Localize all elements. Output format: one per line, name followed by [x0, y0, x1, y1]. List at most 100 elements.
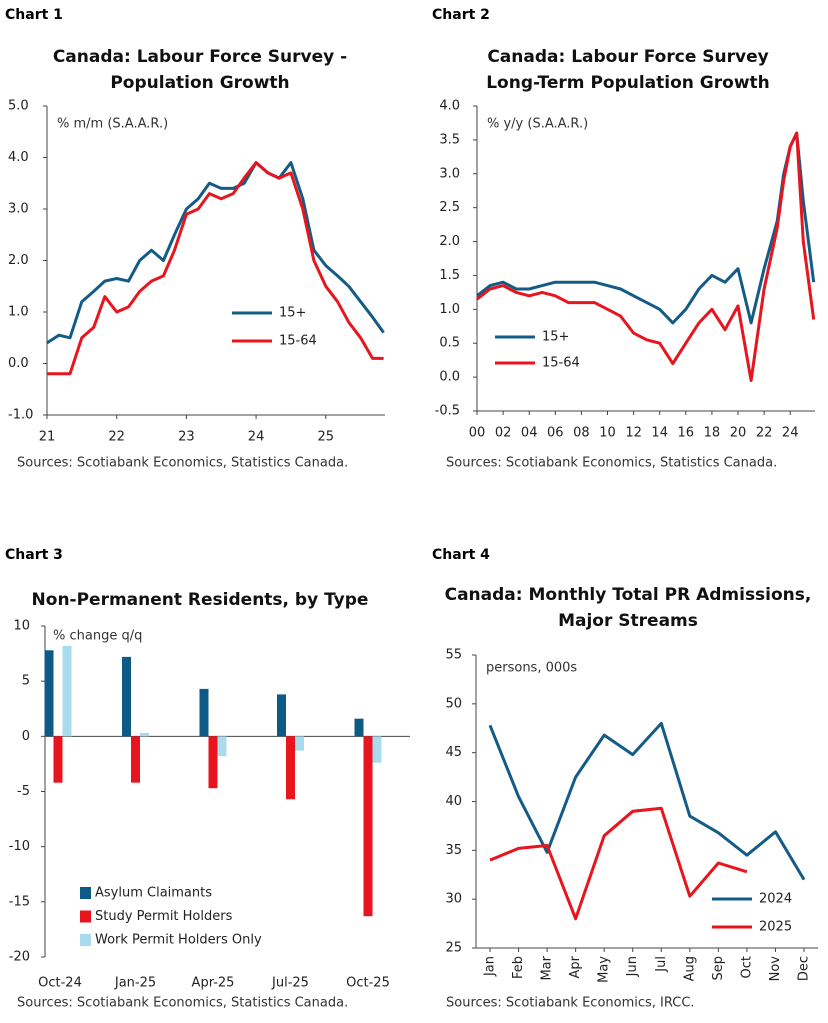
unit-label: % m/m (S.A.A.R.)	[57, 117, 168, 132]
x-tick-label: Jan	[483, 956, 498, 977]
chart-title: Major Streams	[558, 611, 698, 631]
y-tick-label: -10	[9, 839, 30, 854]
bar	[122, 656, 131, 737]
bar	[208, 736, 218, 789]
x-tick-label: 18	[704, 426, 721, 441]
source-note: Sources: Scotiabank Economics, Statistic…	[17, 456, 348, 471]
x-tick-label: 24	[782, 426, 799, 441]
y-tick-label: 5.0	[8, 99, 29, 114]
series-line	[476, 131, 816, 382]
bar	[217, 736, 227, 757]
unit-label: % y/y (S.A.A.R.)	[487, 117, 588, 132]
y-tick-label: 3.0	[8, 202, 29, 217]
y-tick-label: -15	[9, 894, 30, 909]
bar	[286, 736, 295, 800]
x-tick-label: Apr-25	[192, 976, 235, 991]
legend-label: 15-64	[542, 356, 580, 371]
chart-title: Long-Term Population Growth	[486, 73, 770, 93]
y-tick-label: 5	[22, 674, 30, 689]
x-tick-label: Apr	[568, 955, 583, 978]
legend-label: Study Permit Holders	[95, 909, 233, 924]
x-tick-label: 00	[469, 426, 486, 441]
x-tick-label: 12	[625, 426, 642, 441]
bar	[44, 650, 54, 737]
y-tick-label: 1.5	[439, 268, 460, 283]
y-tick-label: 4.0	[8, 150, 29, 165]
chart-heading: Chart 1	[5, 7, 63, 23]
y-tick-label: 3.0	[439, 166, 460, 181]
x-tick-label: Nov	[768, 956, 783, 982]
y-tick-label: 45	[445, 745, 462, 760]
y-tick-label: 1.0	[8, 305, 29, 320]
y-tick-label: 4.0	[439, 99, 460, 114]
x-tick-label: May	[597, 956, 612, 983]
x-tick-label: 20	[730, 426, 747, 441]
chart-title: Population Growth	[110, 73, 289, 93]
x-tick-label: Sep	[711, 956, 726, 981]
series-line	[46, 161, 385, 345]
legend-label: 15-64	[279, 334, 317, 349]
x-tick-label: 04	[521, 426, 538, 441]
x-tick-label: 21	[39, 430, 56, 445]
legend-label: Work Permit Holders Only	[95, 933, 262, 948]
chart-heading: Chart 3	[5, 547, 63, 563]
x-tick-label: 08	[573, 426, 590, 441]
y-tick-label: 35	[445, 843, 462, 858]
y-tick-label: 0.0	[8, 356, 29, 371]
x-tick-label: Jul	[654, 956, 669, 973]
x-tick-label: Oct-24	[38, 976, 82, 991]
x-tick-label: Oct	[739, 956, 754, 978]
legend-swatch	[80, 910, 91, 923]
y-tick-label: 2.5	[439, 200, 460, 215]
x-tick-label: Jul-25	[271, 976, 309, 991]
series-line	[489, 806, 748, 921]
source-note: Sources: Scotiabank Economics, Statistic…	[17, 996, 348, 1011]
bar	[53, 736, 63, 783]
y-tick-label: -20	[9, 950, 30, 965]
y-tick-label: 2.0	[8, 253, 29, 268]
chart-heading: Chart 4	[432, 547, 490, 563]
y-tick-label: 2.0	[439, 234, 460, 249]
y-tick-label: 25	[445, 941, 462, 956]
x-tick-label: 16	[678, 426, 695, 441]
x-tick-label: Feb	[511, 956, 526, 979]
chart-title: Canada: Monthly Total PR Admissions,	[445, 585, 812, 605]
series-line	[488, 721, 806, 881]
chart-heading: Chart 2	[432, 7, 490, 23]
chart-title: Canada: Labour Force Survey	[487, 47, 768, 67]
legend-label: 15+	[542, 330, 569, 345]
x-tick-label: 22	[756, 426, 773, 441]
x-tick-label: 23	[178, 430, 195, 445]
x-tick-label: Oct-25	[346, 976, 390, 991]
y-tick-label: 10	[13, 619, 30, 634]
bar	[372, 736, 382, 763]
legend-swatch	[80, 934, 91, 946]
bar	[277, 694, 286, 737]
bar	[199, 688, 209, 737]
x-tick-label: 25	[317, 430, 334, 445]
bar	[131, 736, 140, 783]
bar	[62, 645, 72, 737]
y-tick-label: 0.5	[439, 336, 460, 351]
chart-title: Non-Permanent Residents, by Type	[32, 590, 369, 610]
x-tick-label: Jun	[625, 956, 640, 977]
bar	[295, 736, 304, 751]
y-tick-label: -1.0	[8, 408, 33, 423]
y-tick-label: 40	[445, 794, 462, 809]
unit-label: % change q/q	[53, 629, 142, 644]
y-tick-label: -0.5	[435, 404, 460, 419]
unit-label: persons, 000s	[486, 661, 577, 676]
source-note: Sources: Scotiabank Economics, Statistic…	[446, 456, 777, 471]
y-tick-label: 1.0	[439, 302, 460, 317]
y-tick-label: 0.0	[439, 370, 460, 385]
x-tick-label: Jan-25	[114, 976, 156, 991]
legend-label: Asylum Claimants	[95, 886, 212, 901]
x-tick-label: 10	[599, 426, 616, 441]
source-note: Sources: Scotiabank Economics, IRCC.	[446, 996, 695, 1011]
x-tick-label: Mar	[540, 955, 555, 980]
legend-label: 15+	[279, 306, 306, 321]
x-tick-label: Aug	[682, 956, 697, 981]
x-tick-label: 22	[108, 430, 125, 445]
